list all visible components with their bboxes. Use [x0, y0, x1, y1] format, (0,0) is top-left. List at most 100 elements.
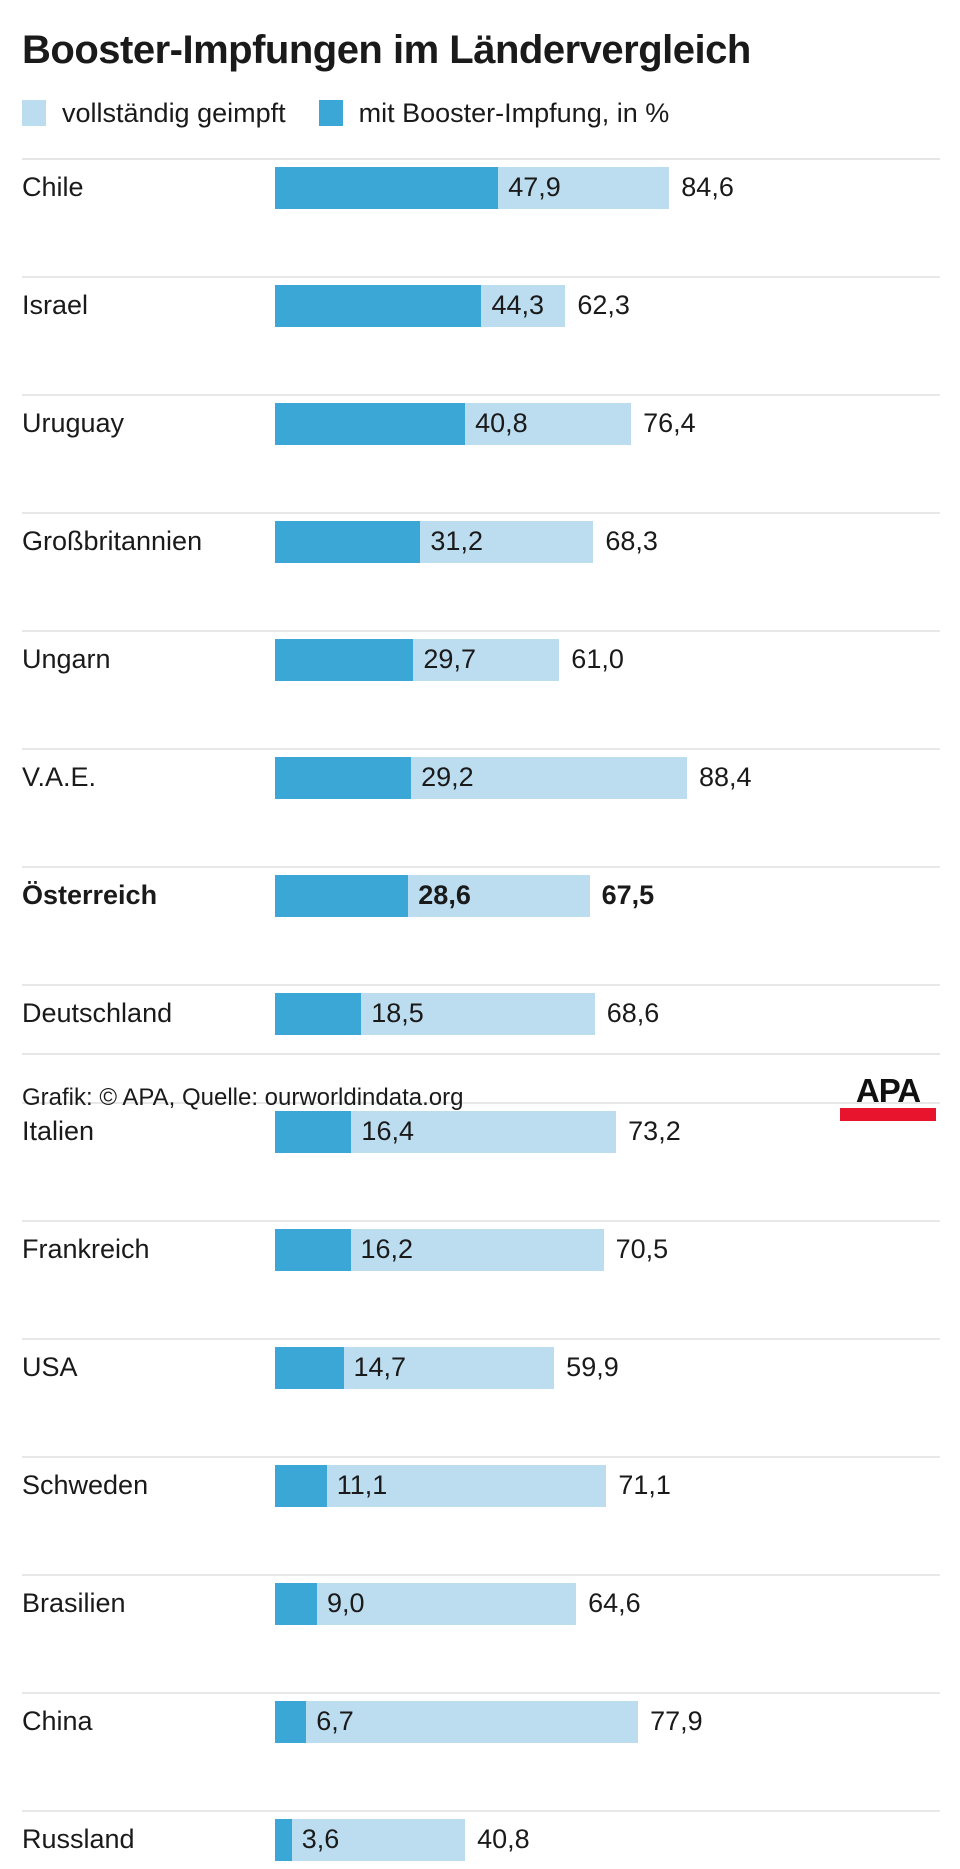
value-label-total: 77,9 — [650, 1706, 703, 1736]
bar-segment-booster — [275, 1819, 292, 1861]
legend-item-total: vollständig geimpft — [22, 98, 286, 129]
legend-swatch-total-icon — [22, 100, 46, 126]
value-label-total: 68,3 — [605, 526, 658, 556]
row-label-ungarn: Ungarn — [22, 644, 111, 674]
chart-row: Deutschland 18,5 68,6 — [0, 984, 960, 1043]
value-label-booster: 31,2 — [430, 526, 483, 556]
row-bar-area: 44,3 62,3 — [275, 276, 960, 335]
bar-segment-booster — [275, 757, 412, 799]
value-label-booster: 28,6 — [418, 880, 471, 910]
value-label-total: 62,3 — [577, 290, 630, 320]
value-label-total: 67,5 — [601, 880, 655, 910]
row-label-schweden: Schweden — [22, 1470, 149, 1500]
value-label-booster: 9,0 — [326, 1588, 365, 1618]
row-divider — [22, 512, 940, 514]
row-divider — [22, 984, 940, 986]
value-label-total: 68,6 — [606, 998, 660, 1028]
chart-container: Booster-Impfungen im Ländervergleich vol… — [0, 28, 960, 1861]
bar-segment-booster — [275, 1229, 351, 1271]
bar-segment-booster — [275, 1347, 344, 1389]
bar-segment-booster — [275, 875, 409, 917]
value-label-total: 61,0 — [571, 644, 624, 674]
row-bar-area: 16,4 73,2 — [275, 1102, 960, 1161]
value-label-booster: 18,5 — [371, 998, 424, 1028]
chart-row: Großbritannien 31,2 68,3 — [0, 512, 960, 571]
value-label-total: 71,1 — [618, 1470, 671, 1500]
chart-row: Chile 47,9 84,6 — [0, 158, 960, 217]
chart-row: Uruguay 40,8 76,4 — [0, 394, 960, 453]
value-label-booster: 47,9 — [508, 172, 561, 202]
bar-segment-booster — [275, 1583, 317, 1625]
row-label-chile: Chile — [22, 172, 84, 202]
row-bar-area: 16,2 70,5 — [275, 1220, 960, 1279]
bar-segment-booster — [275, 1701, 307, 1743]
apa-logo-text: APA — [855, 1072, 921, 1109]
source-credit: Grafik: © APA, Quelle: ourworldindata.or… — [22, 1084, 464, 1111]
chart-row: China 6,7 77,9 — [0, 1692, 960, 1751]
top-divider — [22, 158, 940, 160]
chart-row: V.A.E. 29,2 88,4 — [0, 748, 960, 807]
footer-divider — [22, 1053, 940, 1055]
row-divider — [22, 630, 940, 632]
row-label-brasilien: Brasilien — [22, 1588, 126, 1618]
row-label-gro-britannien: Großbritannien — [22, 526, 203, 556]
value-label-booster: 29,2 — [421, 762, 474, 792]
row-label-deutschland: Deutschland — [22, 998, 173, 1028]
chart-row: Russland 3,6 40,8 — [0, 1810, 960, 1869]
row-bar-area: 18,5 68,6 — [275, 984, 960, 1043]
row-label-uruguay: Uruguay — [22, 408, 125, 438]
value-label-booster: 6,7 — [316, 1706, 354, 1736]
value-label-total: 76,4 — [643, 408, 696, 438]
bar-segment-booster — [275, 521, 421, 563]
legend-label-total: vollständig geimpft — [62, 97, 286, 128]
row-divider — [22, 748, 940, 750]
row-label-russland: Russland — [22, 1824, 135, 1854]
bar-segment-booster — [275, 1465, 327, 1507]
row-bar-area: 3,6 40,8 — [275, 1810, 960, 1869]
apa-logo: APA — [838, 1072, 938, 1121]
value-label-total: 64,6 — [588, 1588, 641, 1618]
value-label-booster: 44,3 — [491, 290, 545, 320]
row-bar-area: 40,8 76,4 — [275, 394, 960, 453]
bar-segment-booster — [275, 1111, 352, 1153]
value-label-booster: 3,6 — [301, 1824, 340, 1854]
chart-row: Brasilien 9,0 64,6 — [0, 1574, 960, 1633]
bar-segment-total — [275, 1583, 577, 1625]
row-label-sterreich: Österreich — [22, 880, 158, 910]
chart-row: Österreich 28,6 67,5 — [0, 866, 960, 925]
row-label-usa: USA — [22, 1352, 78, 1382]
chart-row: Schweden 11,1 71,1 — [0, 1456, 960, 1515]
chart-row: Ungarn 29,7 61,0 — [0, 630, 960, 689]
bar-segment-booster — [275, 993, 362, 1035]
value-label-total: 70,5 — [615, 1234, 669, 1264]
row-bar-area: 11,1 71,1 — [275, 1456, 960, 1515]
row-bar-area: 29,2 88,4 — [275, 748, 960, 807]
row-bar-area: 29,7 61,0 — [275, 630, 960, 689]
apa-logo-bar-icon — [840, 1108, 936, 1121]
row-divider — [22, 276, 940, 278]
value-label-total: 84,6 — [681, 172, 734, 202]
value-label-booster: 40,8 — [475, 408, 528, 438]
chart-row: USA 14,7 59,9 — [0, 1338, 960, 1397]
chart-row: Frankreich 16,2 70,5 — [0, 1220, 960, 1279]
chart-row: Israel 44,3 62,3 — [0, 276, 960, 335]
value-label-total: 40,8 — [477, 1824, 530, 1854]
value-label-booster: 16,2 — [360, 1234, 414, 1264]
row-label-frankreich: Frankreich — [22, 1234, 150, 1264]
row-bar-area: 9,0 64,6 — [275, 1574, 960, 1633]
row-divider — [22, 394, 940, 396]
row-bar-area: 31,2 68,3 — [275, 512, 960, 571]
value-label-booster: 11,1 — [336, 1470, 388, 1500]
value-label-booster: 16,4 — [361, 1116, 414, 1146]
bar-segment-booster — [275, 403, 466, 445]
row-label-v-a-e: V.A.E. — [22, 762, 97, 792]
row-label-china: China — [22, 1706, 93, 1736]
value-label-total: 88,4 — [699, 762, 752, 792]
legend-label-booster: mit Booster-Impfung, in % — [358, 97, 670, 128]
row-divider — [22, 1102, 940, 1104]
legend-item-booster: mit Booster-Impfung, in % — [318, 97, 670, 129]
bar-segment-booster — [275, 285, 482, 327]
page-title: Booster-Impfungen im Ländervergleich — [22, 28, 751, 72]
chart-row: Italien 16,4 73,2 — [0, 1102, 960, 1161]
value-label-booster: 29,7 — [423, 644, 476, 674]
